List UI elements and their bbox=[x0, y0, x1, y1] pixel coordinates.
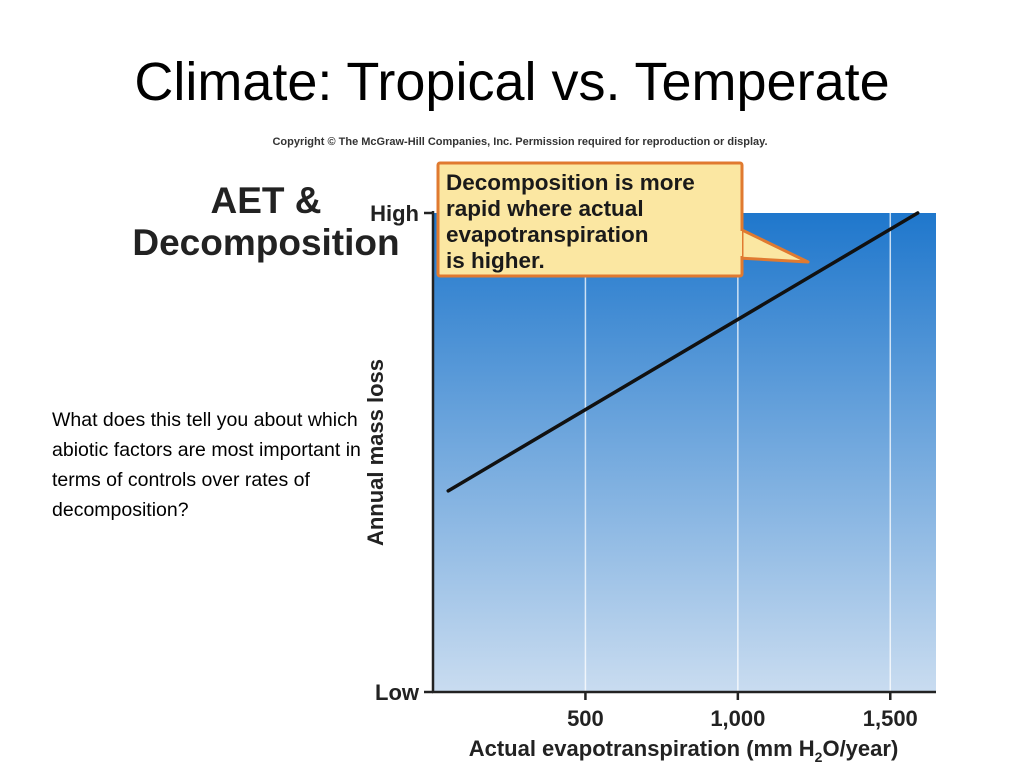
figure-heading: AET & Decomposition bbox=[96, 180, 436, 264]
x-axis-label-before: Actual evapotranspiration (mm H bbox=[469, 736, 815, 761]
series-line bbox=[446, 211, 920, 493]
figure-heading-line2: Decomposition bbox=[132, 222, 400, 263]
series-group bbox=[446, 211, 920, 493]
x-ticks: 500 1,000 1,500 bbox=[567, 692, 918, 731]
y-axis-label: Annual mass loss bbox=[363, 359, 388, 546]
copyright-notice: Copyright © The McGraw-Hill Companies, I… bbox=[272, 136, 768, 148]
x-axis-label-after: O/year) bbox=[822, 736, 898, 761]
figure-heading-line1: AET & bbox=[210, 180, 322, 221]
grid-lines bbox=[584, 213, 892, 692]
y-tick-label-high: High bbox=[370, 201, 419, 226]
annotation-line: is higher. bbox=[446, 248, 545, 273]
plot-area bbox=[433, 213, 936, 692]
y-tick-label-low: Low bbox=[375, 680, 420, 705]
x-tick-label: 500 bbox=[567, 706, 604, 731]
annotation-line: evapotranspiration bbox=[446, 222, 649, 247]
x-tick-label: 1,000 bbox=[710, 706, 765, 731]
x-axis-label-subscript: 2 bbox=[815, 749, 823, 765]
question-text: What does this tell you about which abio… bbox=[52, 409, 361, 521]
x-tick-label: 1,500 bbox=[863, 706, 918, 731]
annotation-line: rapid where actual bbox=[446, 196, 644, 221]
x-axis-label: Actual evapotranspiration (mm H2O/year) bbox=[469, 736, 899, 765]
annotation-callout bbox=[436, 161, 744, 278]
slide-title: Climate: Tropical vs. Temperate bbox=[134, 52, 890, 112]
annotation-line: Decomposition is more bbox=[446, 170, 695, 195]
